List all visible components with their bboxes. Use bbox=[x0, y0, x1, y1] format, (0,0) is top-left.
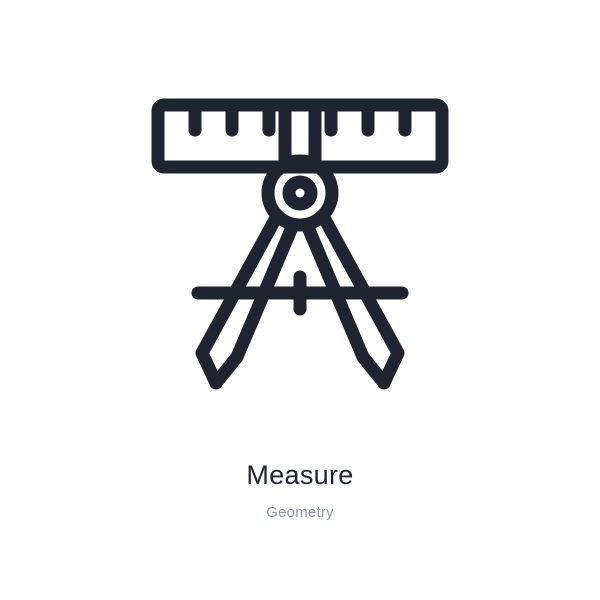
icon-category: Geometry bbox=[0, 504, 600, 521]
measure-compass-ruler-icon bbox=[140, 85, 460, 405]
icon-card: Measure Geometry bbox=[0, 0, 600, 600]
icon-title: Measure bbox=[0, 460, 600, 491]
